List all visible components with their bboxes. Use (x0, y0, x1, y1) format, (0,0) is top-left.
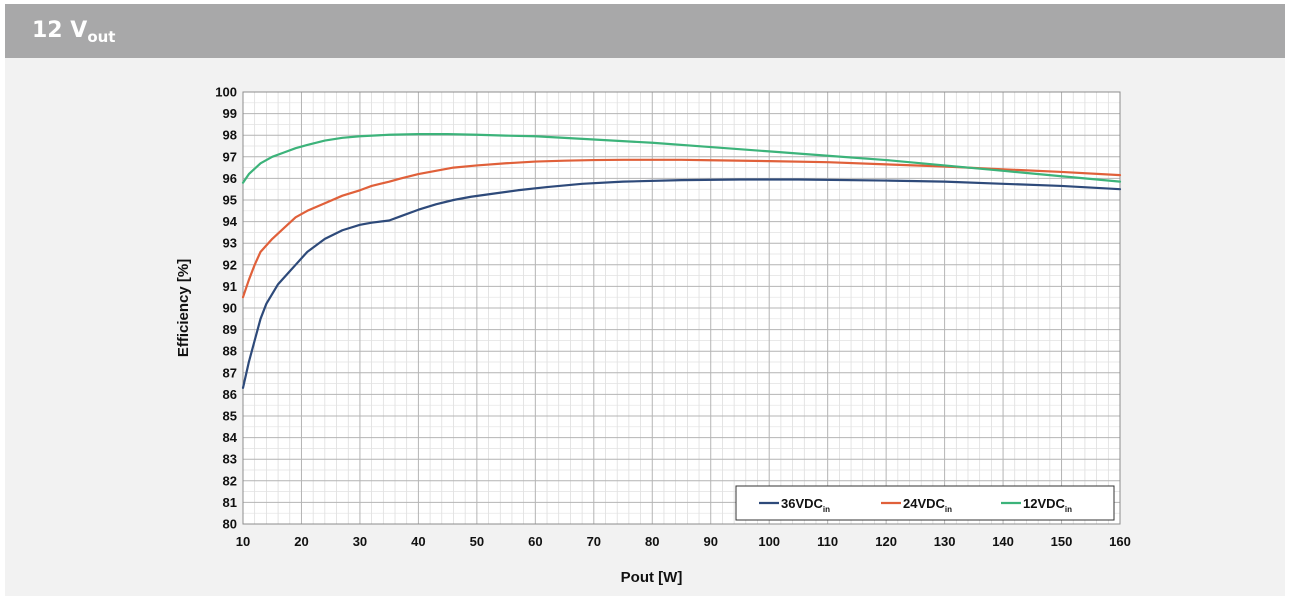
y-tick-label: 86 (223, 387, 237, 402)
y-tick-label: 91 (223, 279, 237, 294)
y-tick-label: 94 (223, 214, 238, 229)
y-tick-label: 85 (223, 409, 237, 424)
x-tick-label: 150 (1051, 534, 1073, 549)
y-tick-label: 90 (223, 301, 237, 316)
y-tick-label: 80 (223, 517, 237, 532)
y-tick-label: 92 (223, 257, 237, 272)
x-tick-label: 120 (875, 534, 897, 549)
x-axis-title: Pout [W] (621, 569, 683, 586)
efficiency-chart: 10 20 30 40 50 60 70 80 90 100 110 120 130 140 150 160 8… (175, 85, 1131, 587)
legend-box (735, 485, 1115, 521)
x-tick-label: 160 (1109, 534, 1131, 549)
x-tick-label: 30 (353, 534, 367, 549)
x-tick-label: 60 (528, 534, 542, 549)
legend-label-24vdc: 24VDCin (903, 496, 952, 514)
header-title-subscript: out (87, 28, 116, 46)
chart-panel: 12 Vout 10 20 30 40 50 60 70 80 90 100 110 120 130 14… (5, 4, 1285, 596)
x-tick-label: 90 (703, 534, 717, 549)
y-tick-label: 95 (223, 193, 237, 208)
y-axis-title: Efficiency [%] (175, 259, 192, 357)
x-tick-label: 70 (587, 534, 601, 549)
y-tick-label: 99 (223, 106, 237, 121)
x-tick-label: 80 (645, 534, 659, 549)
legend-label-36vdc: 36VDCin (781, 496, 830, 514)
y-tick-label: 83 (223, 452, 237, 467)
header-title-main: 12 V (32, 18, 88, 43)
x-tick-label: 20 (294, 534, 308, 549)
series-line-24vdc (241, 158, 1122, 299)
y-tick-label: 87 (223, 365, 237, 380)
y-tick-label: 88 (223, 344, 237, 359)
y-tick-label: 89 (223, 322, 237, 337)
y-tick-label: 96 (223, 171, 237, 186)
x-tick-label: 10 (236, 534, 250, 549)
series-line-12vdc (241, 133, 1122, 184)
y-tick-label: 97 (223, 149, 237, 164)
plot-frame (242, 91, 1121, 525)
y-tick-label: 84 (223, 430, 238, 445)
header-bar: 12 Vout (5, 4, 1285, 58)
y-tick-label: 81 (223, 495, 237, 510)
y-tick-label: 93 (223, 236, 237, 251)
legend-label-12vdc: 12VDCin (1023, 496, 1072, 514)
y-tick-label: 98 (223, 128, 237, 143)
y-tick-label: 82 (223, 473, 237, 488)
header-title: 12 Vout (32, 18, 115, 50)
x-tick-label: 140 (992, 534, 1014, 549)
y-tick-label: 100 (215, 85, 237, 100)
series-line-36vdc (241, 178, 1122, 390)
x-tick-label: 110 (817, 534, 838, 549)
x-tick-label: 50 (470, 534, 484, 549)
x-tick-label: 40 (411, 534, 425, 549)
x-tick-label: 130 (934, 534, 956, 549)
x-tick-label: 100 (758, 534, 780, 549)
